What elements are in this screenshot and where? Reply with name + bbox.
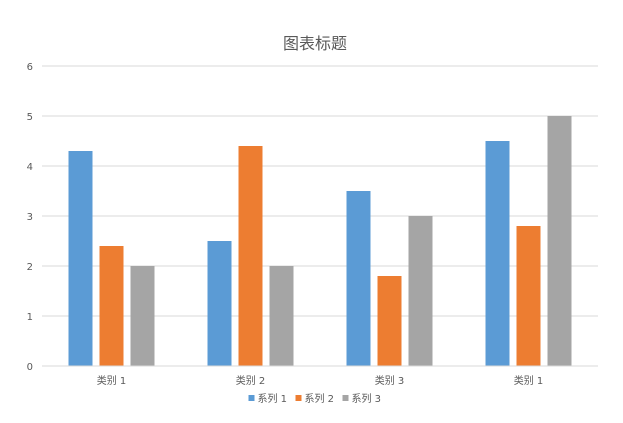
x-category-label: 类别 1 (514, 374, 544, 387)
legend-label: 系列 2 (305, 392, 335, 405)
legend-label: 系列 1 (258, 392, 288, 405)
x-axis-categories: 类别 1 类别 2 类别 3 类别 1 (97, 374, 544, 387)
legend-swatch (342, 395, 349, 401)
chart-title: 图表标题 (283, 34, 347, 53)
gridlines (42, 65, 598, 317)
bar-1-4 (485, 141, 510, 366)
bar-2-2 (238, 146, 263, 366)
y-tick-label: 6 (27, 62, 33, 73)
bar-2-4 (516, 226, 541, 366)
x-category-label: 类别 2 (236, 374, 266, 387)
bar-3-3 (408, 216, 433, 366)
legend-swatch (295, 395, 302, 401)
y-tick-label: 2 (27, 262, 33, 273)
legend-label: 系列 3 (352, 392, 382, 405)
bar-3-4 (547, 116, 572, 366)
y-tick-label: 3 (27, 212, 33, 223)
bars (68, 116, 572, 366)
bar-1-2 (207, 241, 232, 366)
y-axis-ticks: 0 1 2 3 4 5 6 (27, 62, 33, 373)
legend: 系列 1 系列 2 系列 3 (248, 392, 382, 405)
bar-1-3 (346, 191, 371, 366)
bar-1-1 (68, 151, 93, 366)
y-tick-label: 1 (27, 312, 33, 323)
bar-3-1 (130, 266, 155, 366)
y-tick-label: 0 (27, 362, 33, 373)
y-tick-label: 5 (27, 112, 33, 123)
bar-2-1 (99, 246, 124, 366)
x-category-label: 类别 1 (97, 374, 127, 387)
bar-3-2 (269, 266, 294, 366)
legend-swatch (248, 395, 255, 401)
x-category-label: 类别 3 (375, 374, 405, 387)
y-tick-label: 4 (27, 162, 33, 173)
bar-2-3 (377, 276, 402, 366)
